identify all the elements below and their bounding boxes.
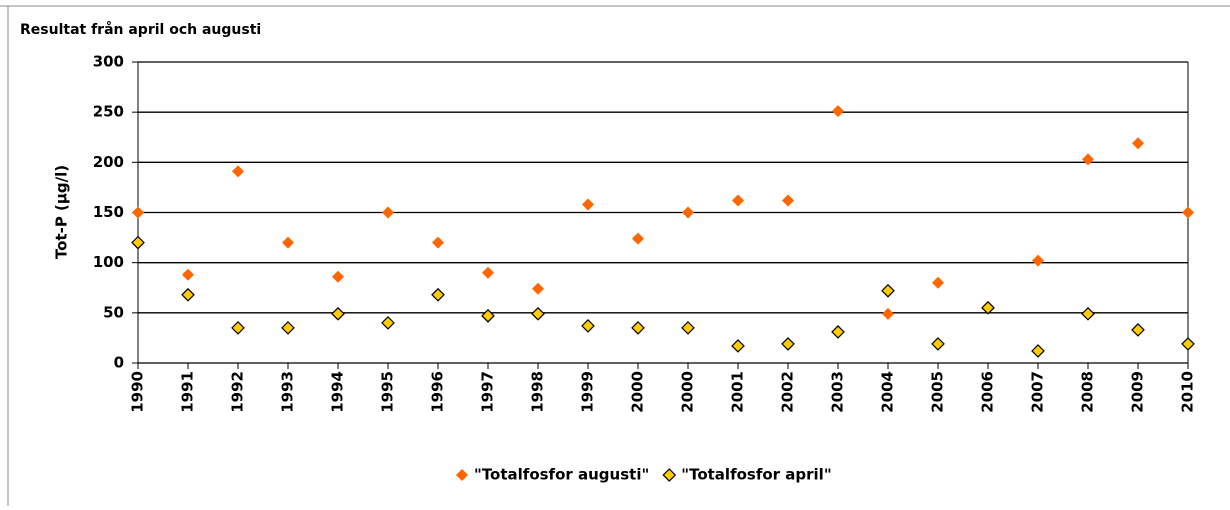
x-tick-label: 1990 <box>129 371 147 413</box>
x-tick-label: 2005 <box>929 371 947 413</box>
x-tick-label: 1998 <box>529 371 547 413</box>
marker <box>531 306 545 321</box>
marker <box>182 268 194 281</box>
x-tick-label: 1999 <box>579 371 597 413</box>
marker <box>532 282 544 295</box>
marker <box>1081 306 1095 321</box>
marker <box>631 321 645 335</box>
marker <box>881 283 895 298</box>
legend-marker <box>456 469 468 481</box>
legend-marker <box>662 468 677 482</box>
x-tick-label: 2009 <box>1129 371 1147 413</box>
legend-label: "Totalfosfor augusti" <box>474 466 649 484</box>
marker <box>331 306 345 321</box>
marker <box>1182 206 1194 219</box>
marker <box>131 235 145 250</box>
x-tick-label: 1994 <box>329 371 347 413</box>
marker <box>781 337 795 351</box>
x-tick-label: 2003 <box>829 371 847 413</box>
chart-title: Resultat från april och augusti <box>20 21 261 38</box>
marker <box>432 236 444 249</box>
marker <box>882 307 894 320</box>
marker <box>1032 254 1044 267</box>
marker <box>831 325 845 339</box>
marker <box>431 287 445 302</box>
x-tick-label: 2000 <box>679 371 697 413</box>
x-tick-label: 1993 <box>279 371 297 413</box>
y-tick-label: 250 <box>93 103 124 121</box>
marker <box>1082 153 1094 166</box>
x-tick-label: 2002 <box>779 371 797 413</box>
marker <box>632 232 644 245</box>
marker <box>132 206 144 219</box>
x-tick-label: 1996 <box>429 371 447 413</box>
marker <box>1132 137 1144 150</box>
marker <box>731 339 745 353</box>
x-tick-label: 2010 <box>1179 371 1197 413</box>
y-tick-label: 150 <box>93 203 124 221</box>
x-tick-label: 1997 <box>479 371 497 413</box>
marker <box>732 194 744 207</box>
legend-label: "Totalfosfor april" <box>681 466 831 484</box>
y-tick-label: 0 <box>114 354 124 372</box>
marker <box>981 300 995 315</box>
x-tick-label: 2001 <box>729 371 747 413</box>
marker <box>1131 323 1145 337</box>
y-axis-label: Tot-P (µg/l) <box>53 165 71 259</box>
marker <box>582 198 594 211</box>
x-tick-label: 2004 <box>879 371 897 413</box>
marker <box>282 236 294 249</box>
x-tick-label: 2000 <box>629 371 647 413</box>
marker <box>782 194 794 207</box>
marker <box>332 270 344 283</box>
x-tick-label: 2007 <box>1029 371 1047 413</box>
marker <box>1031 344 1045 358</box>
y-tick-label: 50 <box>103 303 124 321</box>
x-tick-label: 2008 <box>1079 371 1097 413</box>
marker <box>281 321 295 335</box>
marker <box>932 276 944 289</box>
marker <box>681 321 695 335</box>
x-tick-label: 1992 <box>229 371 247 413</box>
marker <box>382 206 394 219</box>
marker <box>1181 337 1195 351</box>
y-tick-label: 200 <box>93 153 124 171</box>
x-tick-label: 1991 <box>179 371 197 413</box>
marker <box>381 316 395 330</box>
marker <box>181 287 195 302</box>
y-tick-label: 100 <box>93 253 124 271</box>
x-tick-label: 2006 <box>979 371 997 413</box>
marker <box>931 337 945 351</box>
y-tick-label: 300 <box>93 53 124 71</box>
marker <box>832 105 844 118</box>
x-tick-label: 1995 <box>379 371 397 413</box>
marker <box>482 266 494 279</box>
marker <box>232 165 244 178</box>
marker <box>231 321 245 335</box>
marker <box>581 319 595 333</box>
marker <box>481 308 495 323</box>
marker <box>682 206 694 219</box>
